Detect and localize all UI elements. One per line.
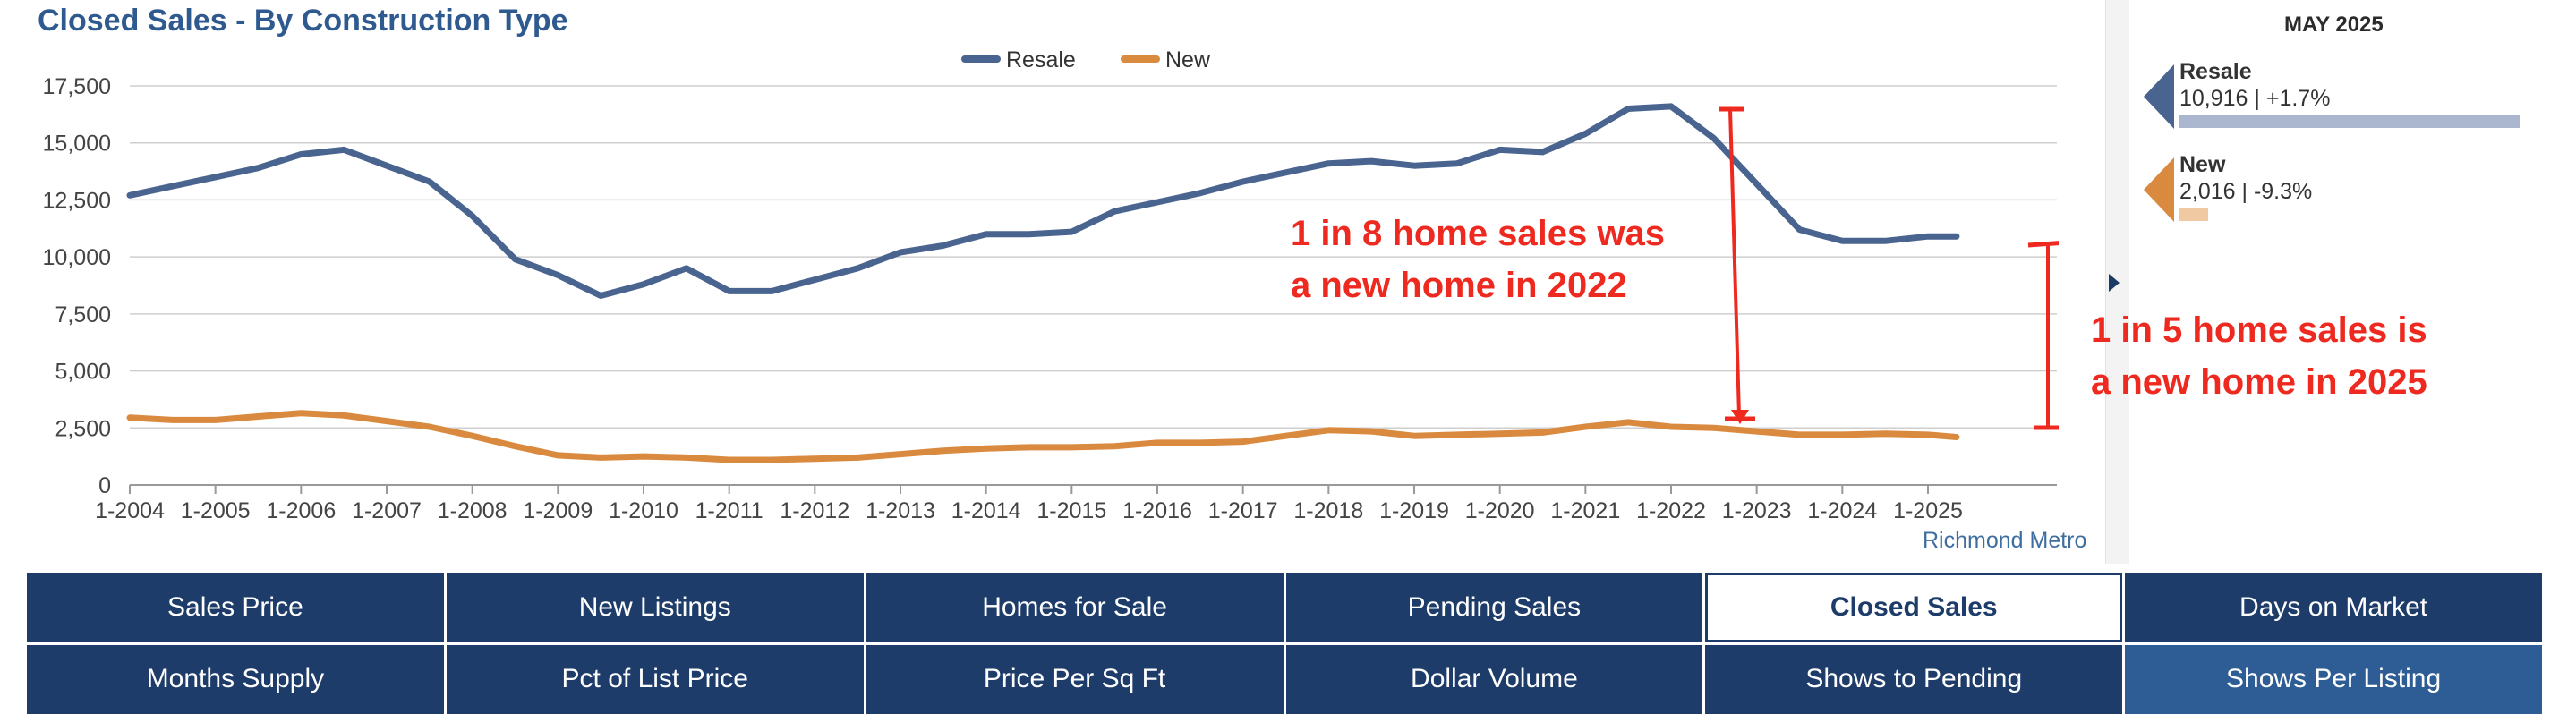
nav-sales-price[interactable]: Sales Price xyxy=(27,573,444,642)
chart-title: Closed Sales - By Construction Type xyxy=(38,4,568,38)
annotation-text-2022: 1 in 8 home sales was xyxy=(1291,214,1665,253)
series-line-new xyxy=(126,410,1960,463)
annotation-arrow-line xyxy=(1728,108,1741,416)
summary-bar-new xyxy=(2179,208,2208,221)
x-tick-label: 1-2009 xyxy=(523,498,593,523)
x-tick-label: 1-2014 xyxy=(951,498,1021,523)
x-tick-label: 1-2005 xyxy=(181,498,251,523)
summary-stat-resale: 10,916 | +1.7% xyxy=(2179,86,2331,111)
annotation-bracket-cap xyxy=(2027,241,2059,248)
y-tick-label: 15,000 xyxy=(43,132,111,157)
nav-pending-sales[interactable]: Pending Sales xyxy=(1285,573,1703,642)
x-tick-label: 1-2013 xyxy=(866,498,935,523)
x-tick-label: 1-2006 xyxy=(266,498,336,523)
y-tick-label: 0 xyxy=(98,473,111,498)
x-tick-label: 1-2010 xyxy=(609,498,678,523)
annotation-line: a new home in 2025 xyxy=(2091,362,2427,402)
series-line-resale xyxy=(126,103,1960,299)
nav-homes-for-sale[interactable]: Homes for Sale xyxy=(866,573,1284,642)
new-marker-icon xyxy=(2144,157,2174,222)
x-tick-label: 1-2016 xyxy=(1122,498,1192,523)
x-tick-label: 1-2023 xyxy=(1722,498,1792,523)
nav-months-supply[interactable]: Months Supply xyxy=(27,644,444,714)
expand-arrow-icon[interactable] xyxy=(2109,274,2120,292)
legend-label: New xyxy=(1165,47,1211,72)
nav-days-on-market[interactable]: Days on Market xyxy=(2125,573,2542,642)
summary-bar-resale xyxy=(2179,115,2520,128)
nav-dollar-volume[interactable]: Dollar Volume xyxy=(1285,644,1703,714)
y-tick-label: 2,500 xyxy=(55,416,111,441)
x-tick-label: 1-2022 xyxy=(1636,498,1706,523)
nav-closed-sales[interactable]: Closed Sales xyxy=(1705,573,2123,642)
x-tick-label: 1-2019 xyxy=(1379,498,1449,523)
x-tick-label: 1-2017 xyxy=(1208,498,1278,523)
x-tick-label: 1-2025 xyxy=(1893,498,1963,523)
x-tick-label: 1-2008 xyxy=(438,498,508,523)
summary-period: MAY 2025 xyxy=(2284,13,2384,37)
region-label: Richmond Metro xyxy=(1923,528,2087,553)
summary-name-resale: Resale xyxy=(2179,59,2252,84)
y-tick-label: 10,000 xyxy=(43,245,111,270)
x-tick-label: 1-2024 xyxy=(1807,498,1877,523)
y-tick-label: 12,500 xyxy=(43,188,111,213)
annotation-text-2022: a new home in 2022 xyxy=(1291,266,1627,305)
nav-shows-to-pending[interactable]: Shows to Pending xyxy=(1705,644,2123,714)
annotation-text-2025: 1 in 5 home sales is a new home in 2025 xyxy=(2091,304,2427,408)
nav-price-per-sq-ft[interactable]: Price Per Sq Ft xyxy=(866,644,1284,714)
y-tick-label: 17,500 xyxy=(43,74,111,99)
summary-stat-new: 2,016 | -9.3% xyxy=(2179,179,2313,204)
nav-new-listings[interactable]: New Listings xyxy=(446,573,864,642)
summary-item-resale: Resale 10,916 | +1.7% xyxy=(2144,59,2555,154)
x-tick-label: 1-2018 xyxy=(1293,498,1363,523)
y-tick-label: 5,000 xyxy=(55,360,111,385)
x-tick-label: 1-2004 xyxy=(95,498,165,523)
x-tick-label: 1-2020 xyxy=(1465,498,1535,523)
summary-item-new: New 2,016 | -9.3% xyxy=(2144,152,2555,247)
x-tick-label: 1-2012 xyxy=(780,498,849,523)
x-tick-label: 1-2007 xyxy=(352,498,422,523)
nav-shows-per-listing[interactable]: Shows Per Listing xyxy=(2125,644,2542,714)
x-tick-label: 1-2015 xyxy=(1036,498,1106,523)
legend-label: Resale xyxy=(1006,47,1076,72)
y-tick-label: 7,500 xyxy=(55,302,111,327)
resale-marker-icon xyxy=(2144,64,2174,129)
x-tick-label: 1-2021 xyxy=(1550,498,1620,523)
nav-pct-of-list-price[interactable]: Pct of List Price xyxy=(446,644,864,714)
x-tick-label: 1-2011 xyxy=(695,498,763,523)
annotation-line: 1 in 5 home sales is xyxy=(2091,310,2427,350)
chart-area: 0 2,500 5,000 7,500 10,000 12,500 15,000 17,500… xyxy=(43,47,2059,523)
summary-name-new: New xyxy=(2179,152,2226,177)
metric-nav: Sales Price New Listings Homes for Sale … xyxy=(27,573,2542,714)
